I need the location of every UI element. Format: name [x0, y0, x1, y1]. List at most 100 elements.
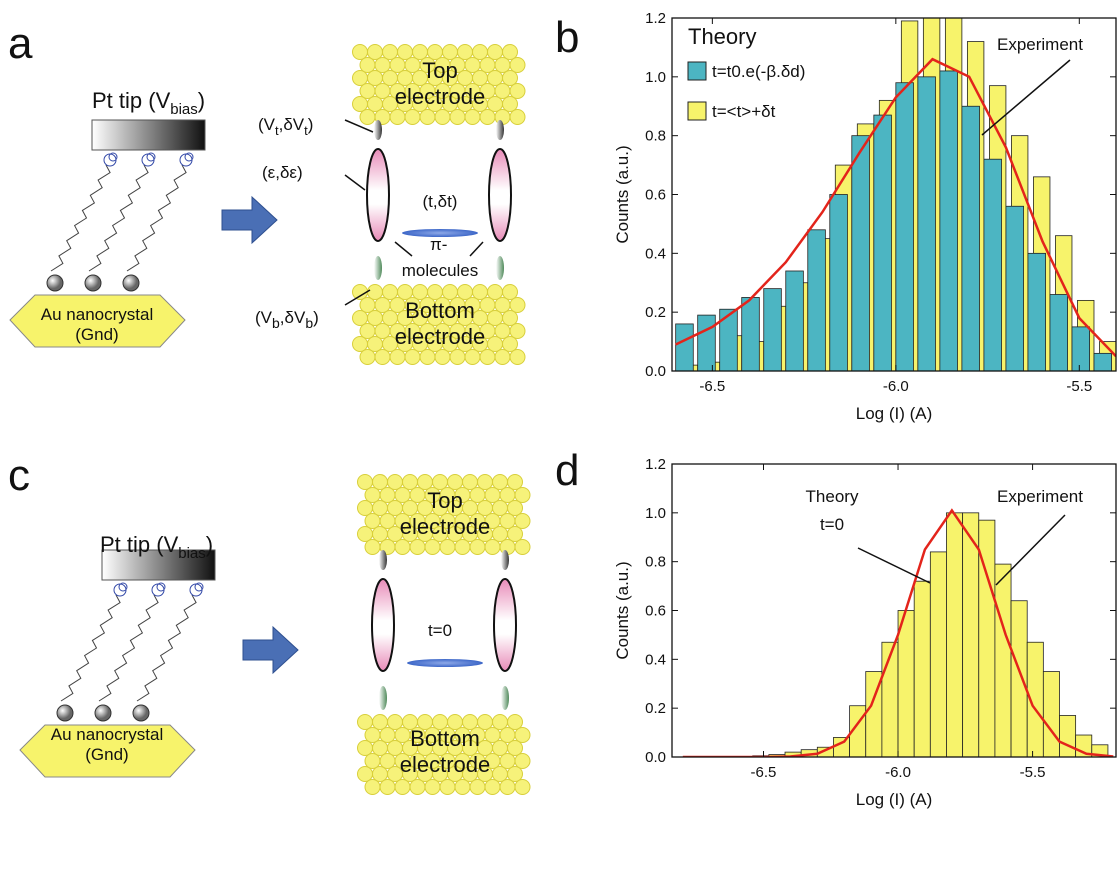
- bar: [961, 105, 980, 371]
- bar: [833, 737, 850, 757]
- electrode-atom: [469, 539, 486, 555]
- electrode-atom: [394, 487, 411, 503]
- bar: [1049, 294, 1068, 371]
- electrode-atom: [359, 323, 376, 339]
- y-tick-label: 1.2: [645, 10, 666, 27]
- bar: [851, 135, 870, 371]
- y-tick-label: 0.2: [645, 700, 666, 717]
- electrode-atom: [457, 44, 473, 60]
- electrode-atom: [389, 349, 406, 365]
- bar: [807, 229, 826, 371]
- fit-curve: [675, 57, 1116, 358]
- electrode-atom: [462, 474, 478, 490]
- electrode-label: Bottom electrode: [400, 726, 491, 777]
- panel-letter: a: [8, 19, 33, 68]
- electrode-atom: [502, 70, 518, 86]
- vt-label: (Vt,δVt): [258, 115, 313, 138]
- electrode-atom: [492, 500, 508, 516]
- electrode-atom: [494, 297, 511, 313]
- electrode-atom: [374, 349, 391, 365]
- legend-swatch: [687, 61, 707, 81]
- electrode-atom: [357, 474, 373, 490]
- nanocrystal-label: Au nanocrystal (Gnd): [41, 305, 153, 344]
- bar: [1042, 671, 1060, 757]
- electrode-atom: [502, 44, 518, 60]
- electrode-atom: [507, 766, 523, 782]
- electrode-atom: [382, 44, 398, 60]
- diagrams: [9, 44, 531, 795]
- electrode-atom: [499, 487, 516, 503]
- leader-line: [469, 241, 484, 257]
- electrode-atom: [454, 539, 471, 555]
- electrode-atom: [404, 57, 421, 73]
- electrode-atom: [359, 297, 376, 313]
- bar: [741, 297, 760, 371]
- alkyl-chain: [126, 164, 187, 272]
- electrode-atom: [477, 474, 493, 490]
- contact-top: [379, 550, 387, 570]
- bar: [946, 512, 964, 757]
- aromatic-ring: [146, 152, 156, 162]
- electrode-atom: [372, 766, 388, 782]
- electrode-atom: [464, 57, 481, 73]
- chart: 0.0 0.2 0.4 0.6 0.8 1.0 1.2 -6.5 -6.0 -5.5 Log (I)…: [613, 456, 1117, 809]
- legend-label: t=t0.e(-β.δd): [712, 62, 805, 81]
- electrode-atom: [487, 96, 503, 112]
- y-tick-label: 0.8: [645, 554, 666, 571]
- coupling-label: t=0: [428, 621, 452, 640]
- electrode-atom: [507, 714, 523, 730]
- electrode-atom: [424, 539, 441, 555]
- electrode-atom: [514, 753, 531, 769]
- annotation: Experiment: [997, 35, 1083, 54]
- electrode-atom: [374, 83, 391, 99]
- electrode-atom: [352, 44, 368, 60]
- electrode-atom: [387, 474, 403, 490]
- electrode-atom: [507, 474, 523, 490]
- bar: [785, 270, 804, 371]
- electrode-atom: [514, 487, 531, 503]
- bar: [873, 114, 892, 371]
- bar: [1005, 205, 1024, 371]
- electrode-atom: [507, 740, 523, 756]
- electrode-atom: [389, 57, 406, 73]
- electrode-atom: [357, 714, 373, 730]
- electrode-atom: [372, 714, 388, 730]
- bar: [939, 70, 958, 371]
- electrode-atom: [479, 109, 496, 125]
- electrode-atom: [352, 336, 368, 352]
- electrode-atom: [364, 779, 381, 795]
- electrode-label: Top electrode: [395, 58, 486, 109]
- electrode-atom: [479, 349, 496, 365]
- electrode-atom: [469, 487, 486, 503]
- aromatic-ring: [194, 582, 204, 592]
- pt-tip: [101, 549, 216, 581]
- y-tick-label: 0.6: [645, 603, 666, 620]
- electrode-atom: [464, 109, 481, 125]
- x-axis-label: Log (I) (A): [856, 790, 933, 809]
- electrode-atom: [509, 109, 526, 125]
- bar: [1010, 600, 1028, 757]
- chart: 0.0 0.2 0.4 0.6 0.8 1.0 1.2 -6.5 -6.0 -5.5 Log (I)…: [613, 10, 1117, 423]
- electrode-atom: [502, 284, 518, 300]
- electrode-atom: [494, 83, 511, 99]
- electrode-atom: [359, 57, 376, 73]
- bar: [983, 158, 1002, 371]
- electrode-atom: [492, 474, 508, 490]
- alkyl-chain: [50, 164, 111, 272]
- molecule-label: molecules: [402, 261, 479, 280]
- y-tick-label: 1.0: [645, 69, 666, 86]
- fit-curve: [682, 508, 1114, 757]
- y-axis-label: Counts (a.u.): [613, 145, 632, 243]
- bar: [929, 551, 947, 757]
- vb-label: (Vb,δVb): [255, 308, 319, 331]
- anchor-atom: [84, 274, 102, 292]
- y-tick-label: 0.8: [645, 128, 666, 145]
- plot-area: [682, 508, 1114, 757]
- electrode-atom: [352, 310, 368, 326]
- electrode-atom: [409, 779, 426, 795]
- y-tick-label: 0.0: [645, 363, 666, 380]
- electrode-atom: [364, 727, 381, 743]
- electrode-atom: [487, 310, 503, 326]
- nanocrystal-label: Au nanocrystal (Gnd): [51, 725, 163, 764]
- coupling-label: (t,δt): [423, 192, 458, 211]
